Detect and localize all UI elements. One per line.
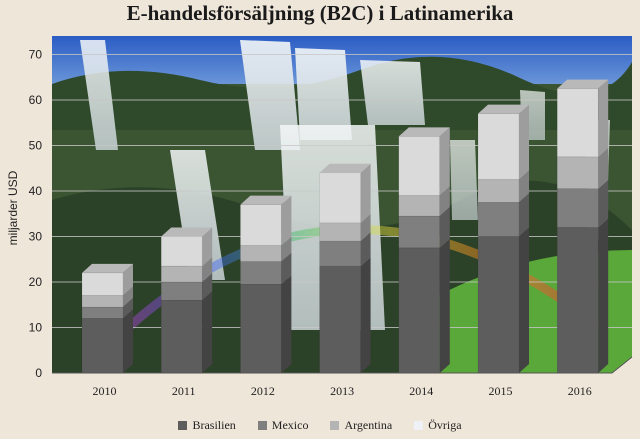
bar-segment-brasilien [240,275,292,374]
legend-label: Mexico [271,418,309,432]
legend-item-brasilien: Brasilien [178,418,236,433]
y-tick-label: 50 [29,139,43,153]
bar-segment-argentina [556,147,609,189]
bar-segment-övriga [477,104,529,180]
bar-segment-mexico [319,232,371,267]
bar-segment-mexico [398,207,450,249]
legend-label: Brasilien [192,418,236,432]
y-tick-label: 60 [29,93,43,107]
x-tick-label: 2010 [93,384,117,398]
bar-segment-övriga [319,163,371,224]
bar-segment-övriga [240,195,292,246]
legend-swatch [414,421,424,430]
y-tick-label: 20 [29,275,43,289]
bar-segment-övriga [398,127,450,196]
bar-segment-mexico [477,193,529,237]
bar-segment-brasilien [319,257,371,374]
y-tick-label: 0 [35,366,42,380]
bar-segment-argentina [477,170,529,203]
x-tick-label: 2016 [568,384,592,398]
bar-stack-2013 [319,163,371,374]
x-tick-label: 2015 [489,384,513,398]
x-axis: 2010 2011 2012 2013 2014 2015 2016 [93,384,592,398]
bar-stack-2012 [240,195,292,374]
y-tick-label: 70 [29,48,43,62]
x-tick-label: 2013 [330,384,354,398]
bar-stack-2011 [160,227,213,374]
legend-item-mexico: Mexico [257,418,309,433]
legend-item-argentina: Argentina [330,418,392,433]
bar-segment-brasilien [160,291,213,374]
x-tick-label: 2012 [251,384,275,398]
bar-stack-2016 [556,79,609,374]
axis-floor [52,356,633,374]
bar-segment-övriga [81,263,133,296]
legend-swatch [330,421,340,430]
legend-item-övriga: Övriga [414,418,462,433]
bar-segment-argentina [319,213,371,242]
y-axis-title: miljarder USD [6,170,20,245]
y-tick-label: 10 [29,321,43,335]
bar-segment-brasilien [81,309,133,374]
x-tick-label: 2011 [172,384,196,398]
y-tick-label: 40 [29,184,43,198]
y-axis: 0 10 20 30 40 50 60 70 [29,48,633,380]
legend-label: Argentina [344,418,393,432]
chart-title: E-handelsförsäljning (B2C) i Latinamerik… [126,1,514,25]
bar-segment-brasilien [477,227,529,374]
bar-segment-brasilien [398,238,450,374]
y-tick-label: 30 [29,230,43,244]
legend-label: Övriga [428,418,462,432]
legend: Brasilien Mexico Argentina Övriga [0,418,640,433]
legend-swatch [178,421,188,430]
bar-stack-2010 [81,263,133,374]
bar-segment-argentina [398,186,450,217]
bars [81,79,609,374]
bar-stack-2014 [398,127,450,374]
bar-stack-2015 [477,104,529,374]
bar-segment-brasilien [556,218,609,374]
bar-segment-argentina [240,236,292,262]
x-tick-label: 2014 [409,384,433,398]
bar-segment-övriga [556,79,609,158]
bar-segment-mexico [240,252,292,285]
legend-swatch [257,421,267,430]
bar-segment-mexico [556,179,609,228]
bar-segment-övriga [160,227,213,267]
